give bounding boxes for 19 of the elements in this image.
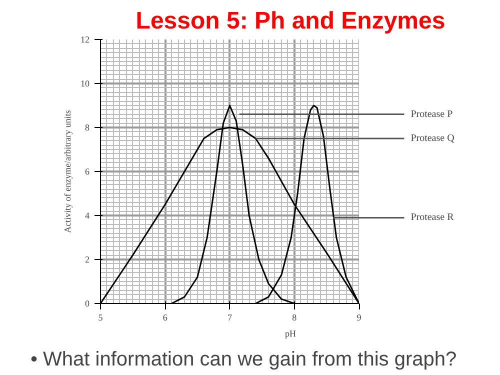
y-tick-label: 8 (85, 122, 90, 132)
x-tick-label: 8 (292, 312, 298, 322)
y-tick-label: 12 (80, 34, 90, 44)
y-tick-label: 2 (85, 254, 90, 264)
x-tick-label: 5 (98, 312, 104, 322)
y-tick-label: 10 (80, 78, 90, 88)
text: • What information can we gain from this graph? (30, 348, 457, 370)
x-tick-label: 6 (162, 312, 168, 322)
x-axis-title: pH (285, 328, 296, 338)
annotation: Protease Q (410, 133, 456, 144)
x-tick-label: 9 (356, 312, 362, 322)
y-tick-label: 6 (85, 166, 90, 176)
y-tick-label: 0 (85, 298, 90, 308)
annotation: Protease P (410, 108, 454, 120)
annotation: Protease R (410, 212, 454, 224)
chart-title: Lesson 5: Ph and Enzymes (136, 8, 446, 34)
x-tick-label: 7 (228, 312, 232, 322)
y-axis-title: Activity of enzyme/arbitrary units (62, 110, 72, 233)
y-tick-label: 4 (85, 210, 90, 220)
